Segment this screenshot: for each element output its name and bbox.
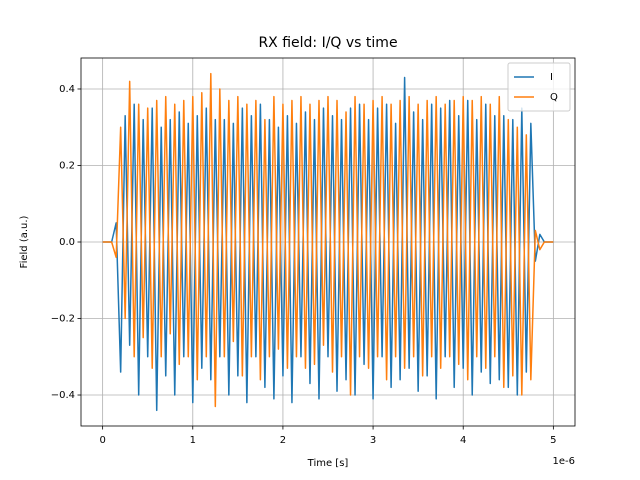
legend-box (507, 62, 571, 112)
legend-label: I (550, 72, 553, 83)
y-tick-label: 0.0 (59, 237, 75, 248)
x-tick-label: 1 (190, 435, 196, 446)
x-tick-label: 2 (280, 435, 286, 446)
x-axis-label: Time [s] (307, 458, 349, 469)
x-tick-label: 4 (460, 435, 466, 446)
x-tick-label: 0 (99, 435, 105, 446)
y-tick-label: −0.4 (51, 390, 75, 401)
series-line (102, 76, 554, 412)
x-offset-label: 1e-6 (553, 456, 576, 467)
legend-label: Q (550, 92, 558, 103)
axes-frame (80, 57, 576, 427)
chart-title: RX field: I/Q vs time (258, 35, 397, 51)
x-tick-label: 5 (550, 435, 556, 446)
y-tick-label: −0.2 (51, 314, 75, 325)
x-tick-label: 3 (370, 435, 376, 446)
y-tick-label: 0.2 (59, 160, 75, 171)
series-line (102, 72, 554, 408)
y-axis-label: Field (a.u.) (19, 215, 30, 268)
y-tick-label: 0.4 (59, 84, 75, 95)
